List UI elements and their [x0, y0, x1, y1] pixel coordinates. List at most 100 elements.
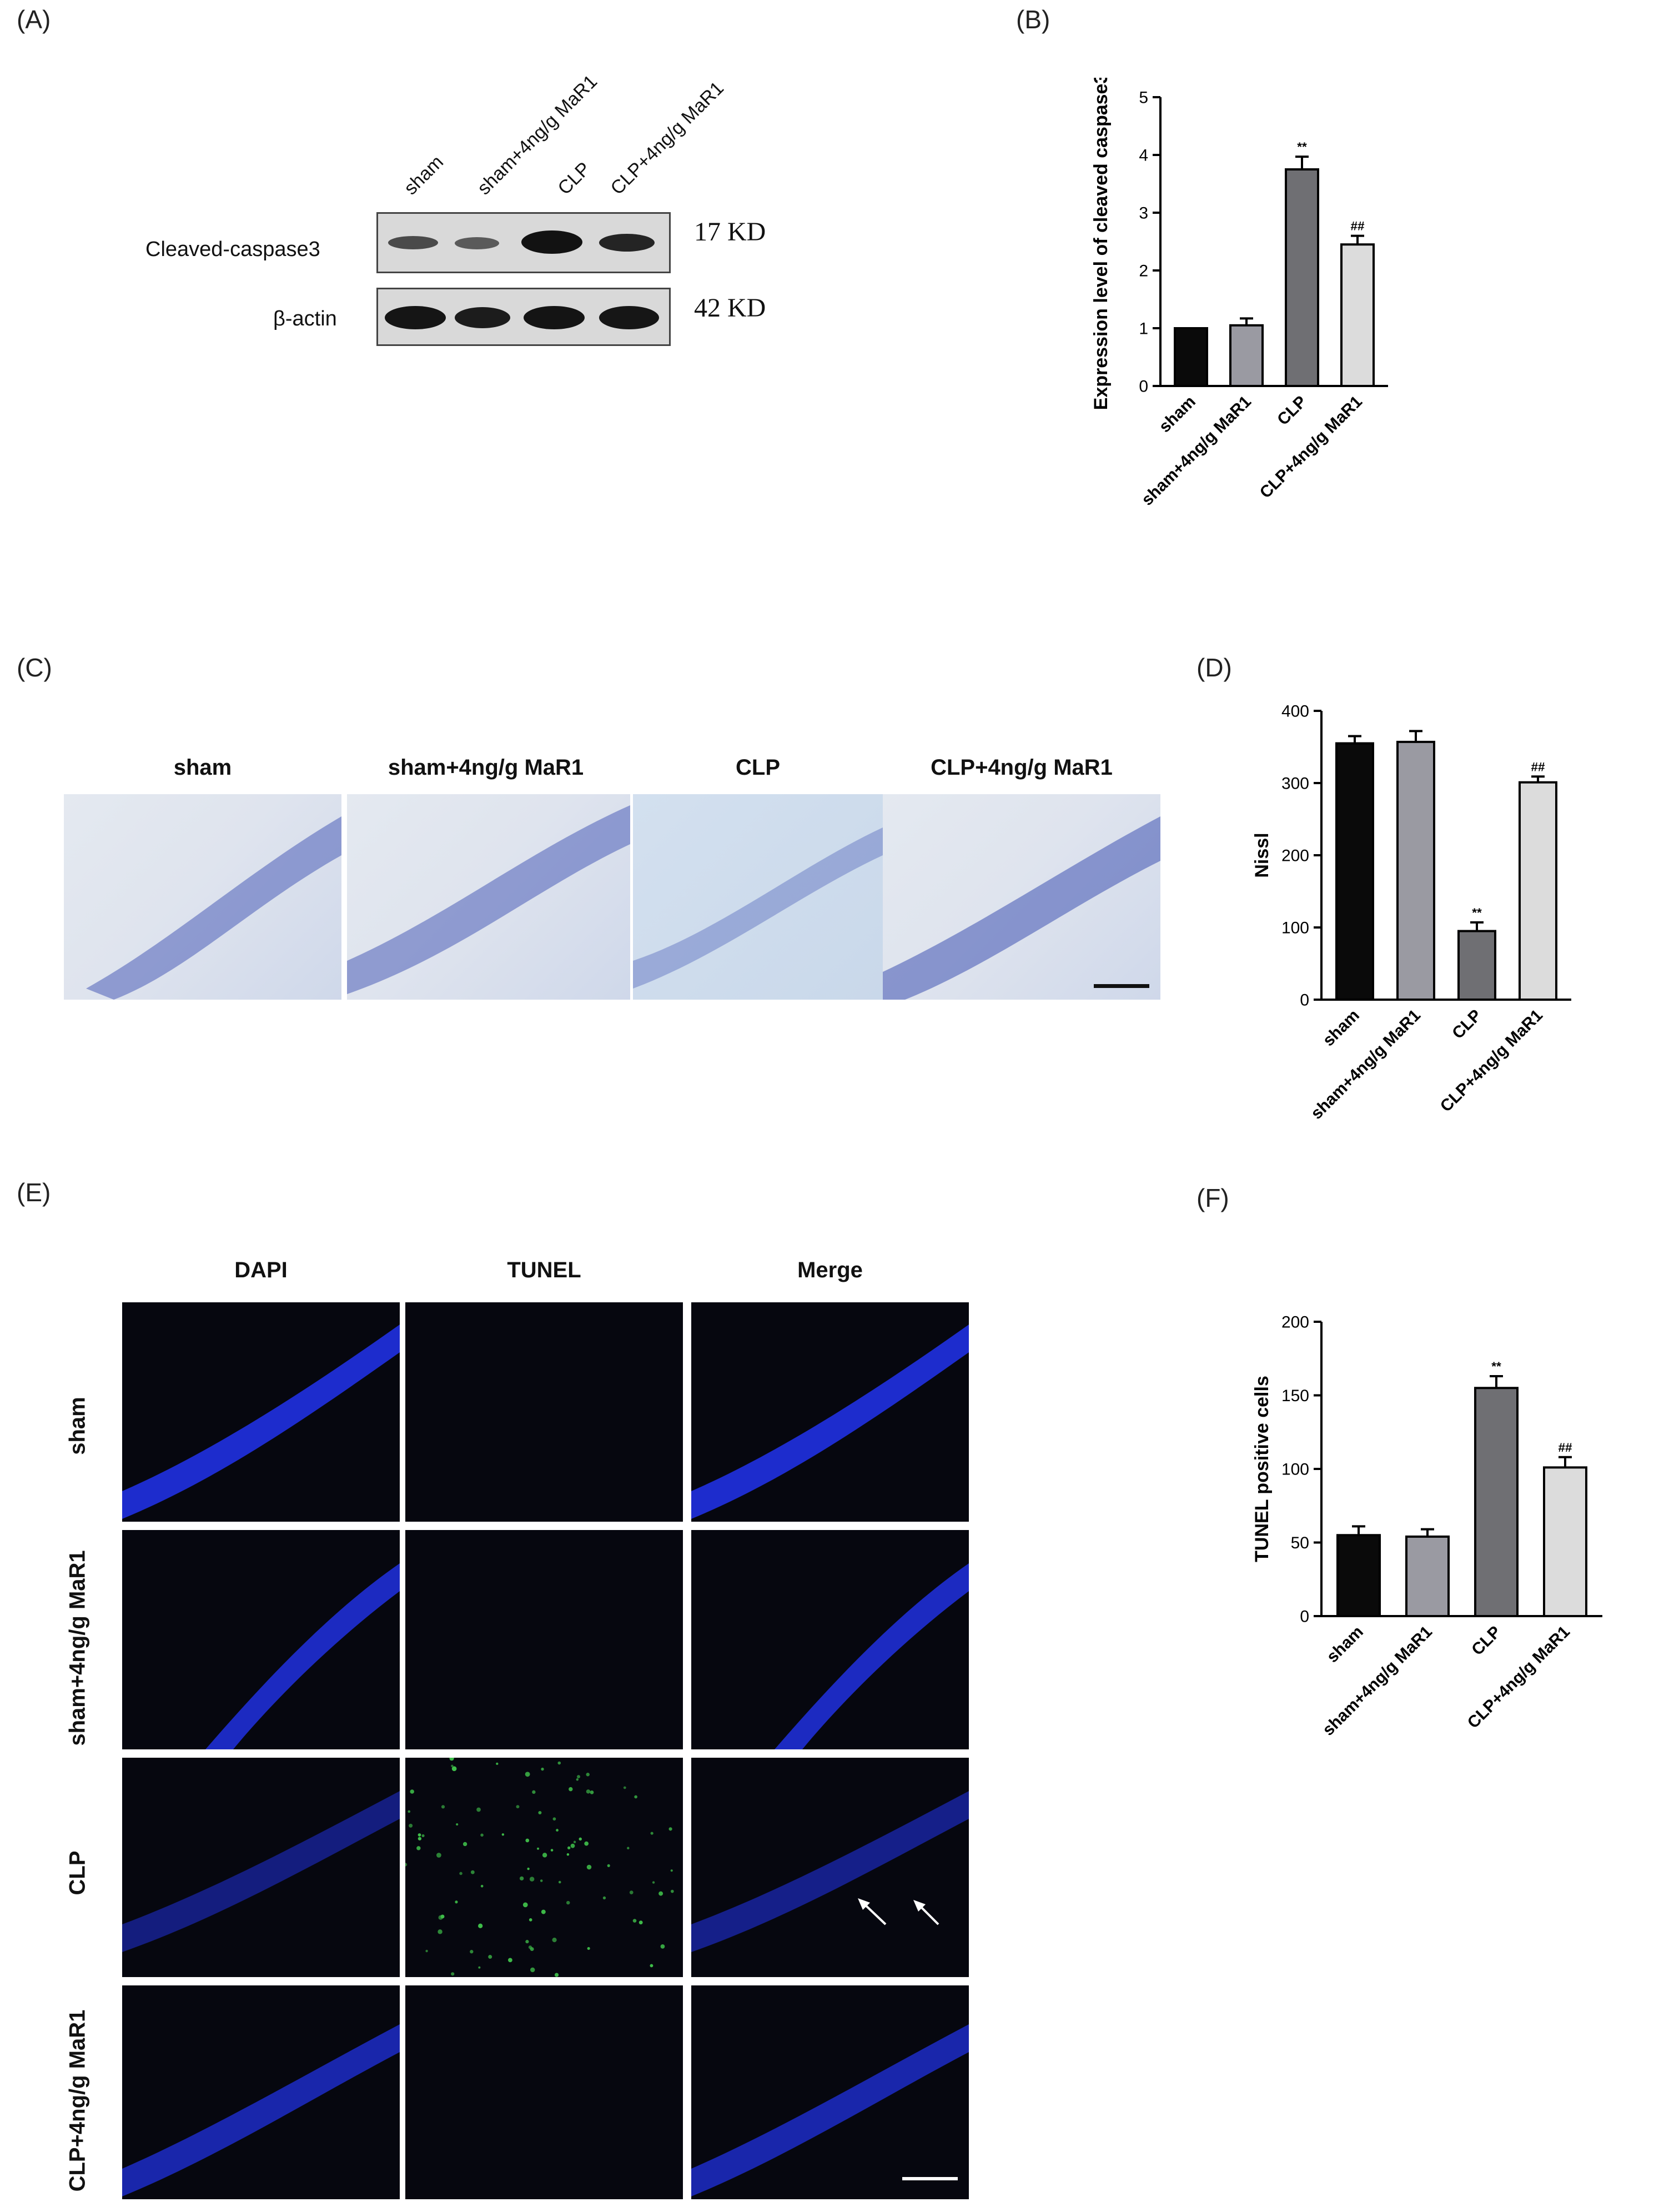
dapi-cell-band [691, 2024, 969, 2196]
bar [1396, 740, 1435, 1001]
tunel-positive-cell [586, 1864, 592, 1870]
blot-band [388, 236, 438, 249]
nissl-image-clp-mar1 [883, 794, 1160, 1000]
tunel-positive-cell [459, 1872, 462, 1875]
tunel-positive-cell [573, 1840, 576, 1843]
tunel-positive-cell [586, 1773, 590, 1777]
blot-band [524, 306, 585, 329]
blot-strip-caspase3 [376, 212, 671, 273]
tunel-positive-cell [519, 1876, 524, 1881]
tunel-positive-cell [623, 1786, 626, 1789]
y-axis-label: Nissl [1251, 832, 1273, 877]
tunel-positive-cell [508, 1958, 512, 1963]
tunel-positive-cell [449, 1758, 454, 1761]
tunel-image-sham-mar1 [405, 1530, 683, 1749]
tunel-positive-cell [478, 1966, 481, 1969]
bar [1285, 168, 1319, 387]
tunel-positive-cell [425, 1949, 428, 1953]
tunel-positive-cell [527, 1867, 530, 1870]
blot-lane-label: sham [400, 151, 448, 199]
tunel-positive-cell [658, 1891, 663, 1896]
bar [1405, 1535, 1450, 1617]
dapi-cell-band [122, 1325, 400, 1519]
panel-letter-a: (A) [17, 5, 51, 34]
tunel-positive-cell [632, 1919, 637, 1923]
bar [1229, 324, 1264, 387]
bar [1336, 1534, 1381, 1617]
y-tick-label: 5 [1139, 89, 1148, 107]
tunel-column-title: Merge [797, 1258, 863, 1282]
x-tick-label: sham [1155, 393, 1199, 437]
tunel-column-title: TUNEL [507, 1258, 581, 1282]
tunel-positive-cell [456, 1823, 459, 1826]
x-tick-label: sham+4ng/g MaR1 [1308, 1006, 1424, 1123]
tunel-positive-cell [660, 1944, 665, 1949]
tunel-positive-cell [584, 1841, 589, 1846]
tunel-positive-cell [557, 1761, 561, 1765]
tunel-positive-cell [525, 1838, 530, 1843]
nissl-cell-band [883, 816, 1160, 1000]
y-tick-label: 200 [1281, 847, 1309, 865]
bar [1543, 1466, 1587, 1617]
x-tick-label: CLP [1274, 393, 1310, 429]
tunel-positive-cell [516, 1805, 520, 1809]
blot-band [599, 306, 659, 329]
y-tick-label: 400 [1281, 703, 1309, 721]
tunel-positive-cell [476, 1807, 481, 1812]
bar [1519, 781, 1557, 1001]
tunel-positive-cell [540, 1879, 543, 1882]
tunel-positive-cell [408, 1810, 411, 1813]
tunel-positive-cell [421, 1834, 425, 1838]
y-tick-label: 50 [1291, 1534, 1309, 1552]
panel-letter-c: (C) [17, 653, 52, 682]
nissl-title: sham [173, 755, 232, 780]
blot-lane-label: CLP+4ng/g MaR1 [606, 77, 728, 199]
tunel-row-label: sham+4ng/g MaR1 [65, 1550, 90, 1746]
blot-weight-label: 17 KD [694, 217, 766, 247]
dapi-cell-band [122, 1791, 400, 1952]
merge-image-sham-mar1 [691, 1530, 969, 1749]
dapi-cell-band [775, 1563, 969, 1749]
panel-letter-d: (D) [1196, 653, 1232, 682]
merge-image-clp-mar1 [691, 1985, 969, 2199]
tunel-positive-cell [590, 1790, 594, 1794]
tunel-positive-cell [441, 1805, 445, 1809]
x-tick-label: CLP+4ng/g MaR1 [1256, 393, 1366, 502]
bar [1174, 327, 1208, 387]
dapi-cell-band [691, 1791, 969, 1952]
tunel-positive-cell [670, 1889, 674, 1893]
blot-band [455, 237, 499, 249]
tunel-positive-cell [629, 1890, 634, 1894]
nissl-cell-band [347, 805, 630, 994]
bar [1335, 742, 1374, 1001]
dapi-image-clp-mar1 [122, 1985, 400, 2199]
x-tick-label: CLP+4ng/g MaR1 [1437, 1006, 1546, 1116]
tunel-positive-cell [436, 1853, 441, 1858]
blot-lane-label: CLP [554, 158, 595, 199]
tunel-positive-cell [541, 1909, 546, 1914]
nissl-title: sham+4ng/g MaR1 [388, 755, 584, 780]
dapi-cell-band [691, 1325, 969, 1519]
tunel-positive-cell [522, 1902, 528, 1908]
y-axis-label: Expression level of cleaved caspase3 [1090, 78, 1112, 410]
bar [1340, 243, 1375, 388]
blot-band [455, 307, 510, 328]
bar [1474, 1387, 1519, 1617]
tunel-positive-cell [451, 1972, 455, 1976]
tunel-positive-cell [542, 1853, 547, 1858]
tunel-positive-cell [438, 1929, 443, 1934]
nissl-image-clp [633, 794, 883, 1000]
significance-label: ** [1297, 140, 1307, 154]
tunel-positive-cell [470, 1870, 475, 1874]
dapi-image-clp [122, 1758, 400, 1977]
tunel-positive-cell [556, 1829, 559, 1832]
significance-label: ## [1531, 760, 1545, 774]
tunel-positive-cell [650, 1964, 653, 1968]
dapi-cell-band [205, 1563, 400, 1749]
tunel-positive-cell [634, 1795, 637, 1799]
tunel-image-clp [405, 1758, 683, 1977]
tunel-positive-cell [554, 1973, 559, 1977]
panel-letter-f: (F) [1196, 1183, 1229, 1212]
